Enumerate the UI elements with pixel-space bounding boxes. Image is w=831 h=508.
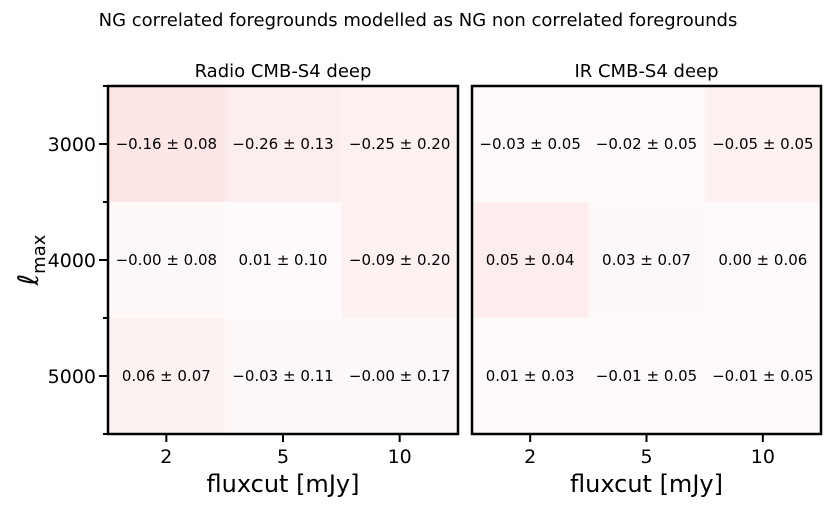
heatmap-panel-1: −0.16 ± 0.08 −0.26 ± 0.13 −0.25 ± 0.20 −0.0… [12,61,460,498]
cell-value-label: −0.03 ± 0.11 [232,367,333,385]
x-tick-label: 10 [388,446,412,468]
y-axis-label-main: ℓ [12,274,45,287]
cell-value-label: −0.01 ± 0.05 [596,367,697,385]
cell-value-label: −0.09 ± 0.20 [349,251,450,269]
x-axis-label: fluxcut [mJy] [570,470,723,498]
cell-value-label: 0.03 ± 0.07 [602,251,691,269]
y-tick-label: 4000 [48,250,96,272]
cell-value-label: −0.00 ± 0.08 [116,251,217,269]
cell-value-label: 0.06 ± 0.07 [122,367,211,385]
heatmap-cell [588,202,706,319]
x-tick-label: 2 [160,446,172,468]
cell-value-label: −0.03 ± 0.05 [479,135,580,153]
y-tick-label: 3000 [48,134,96,156]
cell-value-label: −0.01 ± 0.05 [712,367,813,385]
y-tick-label: 5000 [48,366,96,388]
heatmap-cell [108,86,226,203]
x-tick-label: 5 [277,446,289,468]
cell-value-label: −0.16 ± 0.08 [116,135,217,153]
x-tick-label: 5 [640,446,652,468]
panel-title: Radio CMB-S4 deep [195,61,372,82]
heatmap-cell [472,318,589,435]
x-axis-label: fluxcut [mJy] [207,470,360,498]
heatmap-cell [704,318,822,435]
heatmap-panel-2: −0.03 ± 0.05 −0.02 ± 0.05 −0.05 ± 0.05 0.05… [470,61,823,498]
y-axis-label-subscript: max [29,234,50,274]
cell-value-label: 0.01 ± 0.10 [239,251,328,269]
heatmap-cell [588,318,706,435]
figure-suptitle: NG correlated foregrounds modelled as NG… [99,10,738,31]
heatmap-cell [108,318,226,435]
heatmap-cell [341,318,459,435]
cell-value-label: −0.05 ± 0.05 [712,135,813,153]
cell-value-label: −0.26 ± 0.13 [232,135,333,153]
heatmap-cell [224,202,342,319]
heatmap-cell [704,86,822,203]
panel-title: IR CMB-S4 deep [574,61,718,82]
heatmap-cell [341,86,459,203]
cell-value-label: −0.25 ± 0.20 [349,135,450,153]
heatmap-cell [224,86,342,203]
cell-value-label: −0.00 ± 0.17 [349,367,450,385]
cell-value-label: 0.00 ± 0.06 [718,251,807,269]
heatmap-cell [472,86,589,203]
cell-value-label: 0.05 ± 0.04 [486,251,575,269]
heatmap-cell [224,318,342,435]
y-axis-label: ℓmax [12,234,50,286]
x-tick-label: 2 [524,446,536,468]
heatmap-cell [472,202,589,319]
heatmap-cell [341,202,459,319]
heatmap-cell [704,202,822,319]
x-tick-label: 10 [751,446,775,468]
heatmap-cell [588,86,706,203]
heatmap-cell [108,202,226,319]
cell-value-label: 0.01 ± 0.03 [486,367,575,385]
cell-value-label: −0.02 ± 0.05 [596,135,697,153]
